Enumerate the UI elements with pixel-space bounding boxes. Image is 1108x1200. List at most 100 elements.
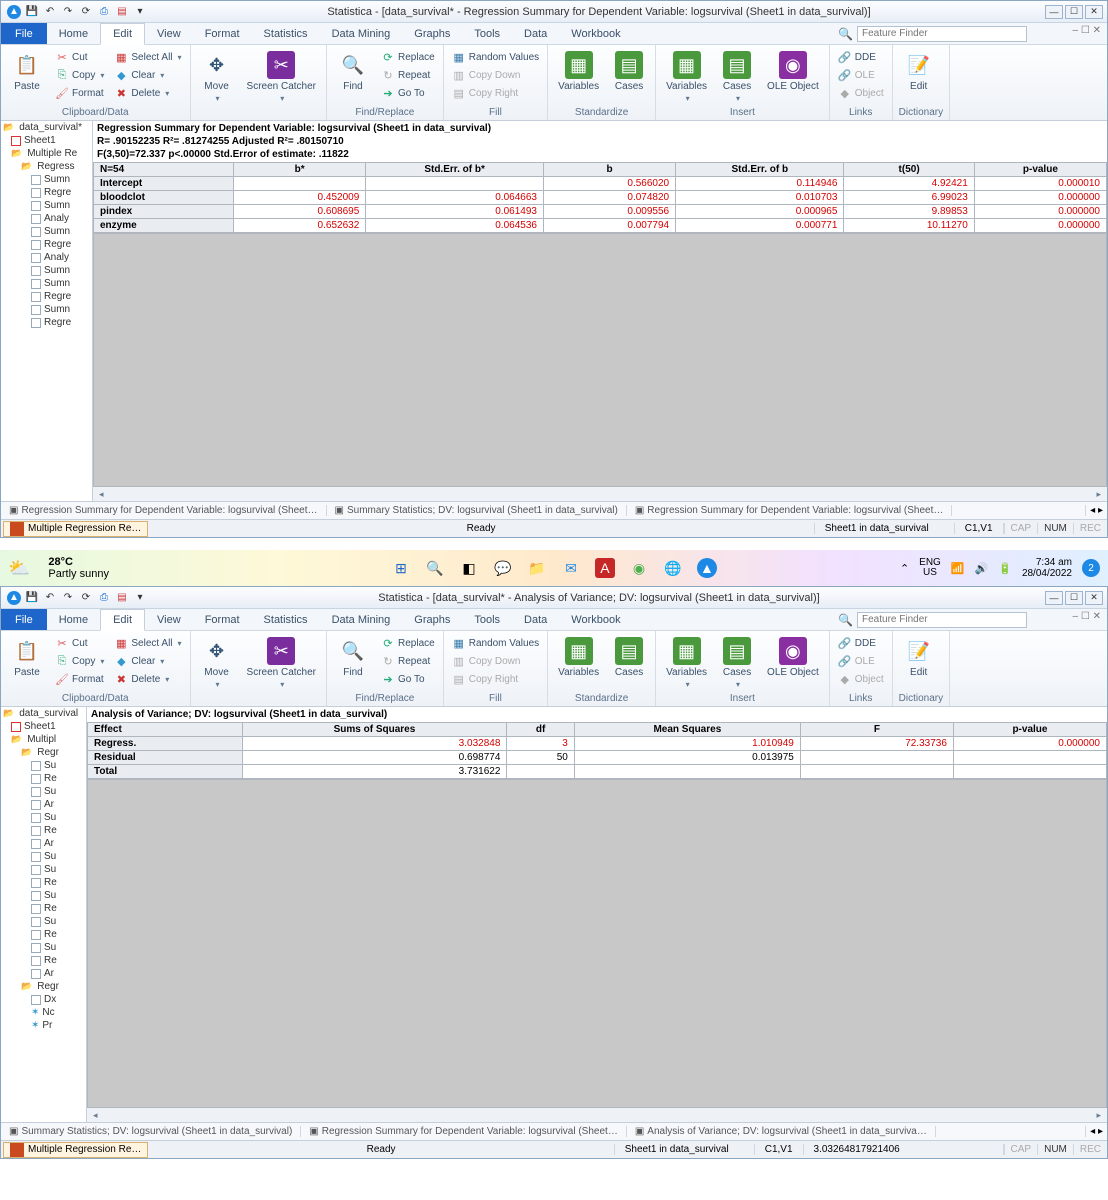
tab-workbook[interactable]: Workbook [559,609,632,630]
anova-table[interactable]: Effect Sums of Squares df Mean Squares F… [87,722,1107,779]
maximize-icon[interactable]: ☐ [1065,591,1083,605]
tab-tools[interactable]: Tools [462,23,512,44]
copy-icon[interactable]: ⎙ [97,5,111,19]
doc-tab[interactable]: ▣ Regression Summary for Dependent Varia… [1,505,327,516]
ins-variables-button[interactable]: ▦Variables [662,49,711,105]
move-button[interactable]: ✥Move [197,49,237,105]
tree-item[interactable]: Ar [1,967,86,980]
undo-icon[interactable]: ↶ [43,591,57,605]
paste-button[interactable]: 📋Paste [7,635,47,680]
screen-catcher-button[interactable]: ✂Screen Catcher [243,635,320,691]
format-button[interactable]: 🖌Format [53,671,106,687]
doc-tab[interactable]: ▣ Regression Summary for Dependent Varia… [301,1126,627,1137]
std-variables-button[interactable]: ▦Variables [554,49,603,94]
goto-button[interactable]: ➔Go To [379,85,437,101]
ole-button[interactable]: 🔗OLE [836,67,886,83]
task-view-icon[interactable]: ◧ [459,558,479,578]
move-button[interactable]: ✥Move [197,635,237,691]
clock[interactable]: 7:34 am28/04/2022 [1022,557,1072,579]
std-variables-button[interactable]: ▦Variables [554,635,603,680]
workbook-tree[interactable]: data_survival* Sheet1 Multiple Re Regres… [1,121,93,501]
redo-icon[interactable]: ↷ [61,5,75,19]
table-icon[interactable]: ▤ [115,591,129,605]
file-menu[interactable]: File [1,609,47,630]
tree-item[interactable]: Su [1,889,86,902]
find-button[interactable]: 🔍Find [333,49,373,94]
find-button[interactable]: 🔍Find [333,635,373,680]
ins-cases-button[interactable]: ▤Cases [717,49,757,105]
tabs-scroll-right[interactable]: ◂ ▸ [1085,505,1107,516]
tab-statistics[interactable]: Statistics [252,609,320,630]
notification-badge[interactable]: 2 [1082,559,1100,577]
tree-item[interactable]: Sumn [1,303,92,316]
language-indicator[interactable]: ENGUS [919,558,941,578]
tree-regr2[interactable]: Regr [1,980,86,993]
tree-item[interactable]: Re [1,824,86,837]
object-link-button[interactable]: ◆Object [836,671,886,687]
minimize-icon[interactable]: — [1045,5,1063,19]
tree-item[interactable]: Ar [1,837,86,850]
h-scrollbar[interactable]: ◂▸ [87,1108,1107,1122]
tab-view[interactable]: View [145,23,193,44]
format-button[interactable]: 🖌Format [53,85,106,101]
copy-down-button[interactable]: ▥Copy Down [450,653,541,669]
repeat-button[interactable]: ↻Repeat [379,653,437,669]
cut-button[interactable]: ✂Cut [53,49,106,65]
tab-data[interactable]: Data [512,609,559,630]
tree-item[interactable]: Sumn [1,225,92,238]
tab-edit[interactable]: Edit [100,23,145,45]
tray-expand-icon[interactable]: ⌃ [900,562,909,575]
dde-button[interactable]: 🔗DDE [836,635,886,651]
statistica-icon[interactable]: ▲ [697,558,717,578]
table-icon[interactable]: ▤ [115,5,129,19]
feature-finder-input[interactable] [857,26,1027,42]
mail-icon[interactable]: ✉ [561,558,581,578]
qat-more-icon[interactable]: ▾ [133,591,147,605]
ins-cases-button[interactable]: ▤Cases [717,635,757,691]
cut-button[interactable]: ✂Cut [53,635,106,651]
close-icon[interactable]: ✕ [1085,5,1103,19]
tree-regr[interactable]: Regr [1,746,86,759]
tree-regress[interactable]: Regress [1,160,92,173]
tree-sheet1[interactable]: Sheet1 [1,720,86,733]
tree-mr[interactable]: Multipl [1,733,86,746]
tab-data[interactable]: Data [512,23,559,44]
weather-icon[interactable]: ⛅ [8,558,30,579]
tree-root[interactable]: data_survival* [1,121,92,134]
tab-format[interactable]: Format [193,23,252,44]
tree-sheet1[interactable]: Sheet1 [1,134,92,147]
tree-item[interactable]: Sumn [1,264,92,277]
tree-item[interactable]: Analy [1,212,92,225]
analysis-task-button[interactable]: Multiple Regression Re… [3,521,148,537]
tab-edit[interactable]: Edit [100,609,145,631]
tree-item[interactable]: ✶Pr [1,1019,86,1032]
table-row[interactable]: Residual0.698774500.013975 [88,751,1107,765]
battery-icon[interactable]: 🔋 [998,562,1012,575]
undo-icon[interactable]: ↶ [43,5,57,19]
tab-home[interactable]: Home [47,23,100,44]
tab-home[interactable]: Home [47,609,100,630]
random-values-button[interactable]: ▦Random Values [450,635,541,651]
delete-button[interactable]: ✖Delete [112,85,183,101]
tree-item[interactable]: Su [1,759,86,772]
doc-tab[interactable]: ▣ Summary Statistics; DV: logsurvival (S… [327,505,627,516]
tree-item[interactable]: ✶Nc [1,1006,86,1019]
search-icon[interactable]: 🔍 [425,558,445,578]
object-link-button[interactable]: ◆Object [836,85,886,101]
ole-object-button[interactable]: ◉OLE Object [763,49,823,94]
tree-item[interactable]: Su [1,941,86,954]
save-icon[interactable]: 💾 [25,5,39,19]
tree-item[interactable]: Sumn [1,173,92,186]
dde-button[interactable]: 🔗DDE [836,49,886,65]
table-row[interactable]: pindex0.6086950.0614930.0095560.0009659.… [94,205,1107,219]
tab-data-mining[interactable]: Data Mining [320,23,403,44]
analysis-task-button[interactable]: Multiple Regression Re… [3,1142,148,1158]
chat-icon[interactable]: 💬 [493,558,513,578]
tree-item[interactable]: Su [1,811,86,824]
copy-right-button[interactable]: ▤Copy Right [450,85,541,101]
tree-item[interactable]: Re [1,902,86,915]
chrome-icon[interactable]: 🌐 [663,558,683,578]
edit-dict-button[interactable]: 📝Edit [899,635,939,680]
tab-format[interactable]: Format [193,609,252,630]
table-row[interactable]: bloodclot0.4520090.0646630.0748200.01070… [94,191,1107,205]
